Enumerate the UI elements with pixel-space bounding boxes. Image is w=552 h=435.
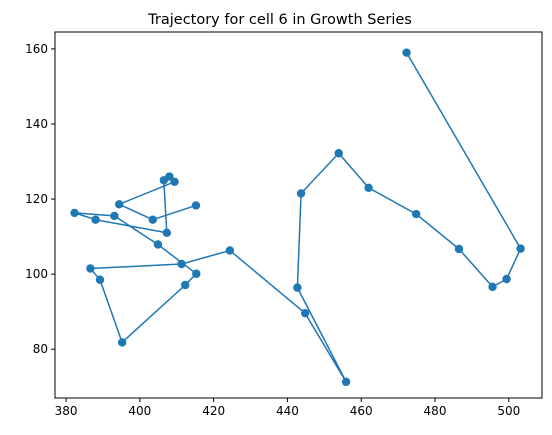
trajectory-point xyxy=(117,338,127,347)
trajectory-point xyxy=(153,240,163,249)
trajectory-point xyxy=(516,244,525,253)
x-tick-label: 480 xyxy=(424,404,447,418)
trajectory-point xyxy=(114,200,124,209)
x-tick-label: 440 xyxy=(276,404,299,418)
trajectory-point xyxy=(91,215,100,224)
y-axis: 80 100 120 140 160 xyxy=(25,42,55,356)
plot-frame xyxy=(54,31,543,399)
y-tick-label: 140 xyxy=(25,117,48,131)
y-tick-label: 120 xyxy=(25,192,48,206)
series-layer xyxy=(70,48,525,387)
trajectory-point xyxy=(341,377,351,387)
trajectory-point xyxy=(334,149,343,158)
trajectory-point xyxy=(148,215,157,224)
trajectory-point xyxy=(502,274,511,284)
trajectory-point xyxy=(177,259,186,269)
trajectory-point xyxy=(181,280,190,290)
trajectory-point xyxy=(110,211,119,221)
trajectory-point xyxy=(411,209,421,219)
trajectory-point xyxy=(95,275,105,284)
x-tick-label: 400 xyxy=(128,404,151,418)
trajectory-point xyxy=(293,283,302,292)
y-tick-label: 80 xyxy=(33,342,48,356)
x-tick-label: 500 xyxy=(497,404,520,418)
x-tick-label: 460 xyxy=(350,404,373,418)
trajectory-point xyxy=(191,201,201,210)
trajectory-point xyxy=(402,48,411,57)
trajectory-point xyxy=(364,183,373,192)
x-axis: 380 400 420 440 460 480 500 xyxy=(55,398,520,418)
y-tick-label: 160 xyxy=(25,42,48,56)
trajectory-point xyxy=(488,282,497,292)
chart-title: Trajectory for cell 6 in Growth Series xyxy=(147,12,412,28)
trajectory-line xyxy=(73,52,522,383)
trajectory-point xyxy=(192,269,201,278)
trajectory-point xyxy=(165,172,174,181)
trajectory-point xyxy=(296,189,306,198)
y-tick-label: 100 xyxy=(25,267,48,281)
x-tick-label: 380 xyxy=(55,404,78,418)
trajectory-point xyxy=(225,246,235,255)
trajectory-point xyxy=(454,244,464,254)
trajectory-point xyxy=(70,208,79,218)
x-tick-label: 420 xyxy=(202,404,225,418)
trajectory-point xyxy=(86,264,95,273)
trajectory-point xyxy=(162,228,171,238)
trajectory-point xyxy=(300,308,310,318)
trajectory-point xyxy=(170,177,179,186)
